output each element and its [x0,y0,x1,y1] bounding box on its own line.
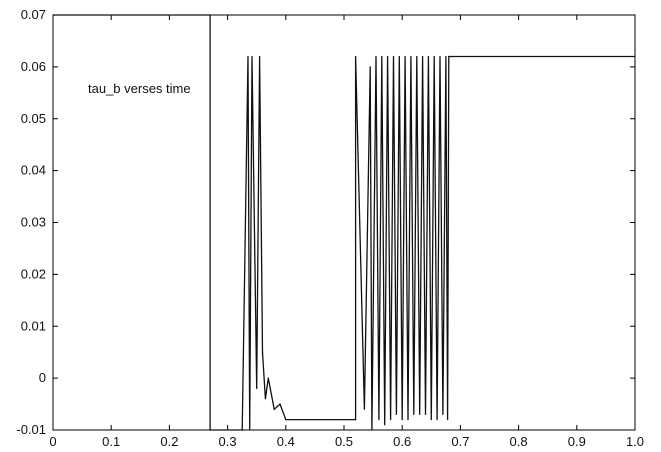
data-point [419,413,421,415]
data-point [256,387,258,390]
data-point [407,419,409,421]
y-tick-label: 0.03 [21,215,46,230]
data-point [427,55,429,58]
y-tick-label: 0.02 [21,266,46,281]
data-point [448,55,450,58]
data-point [251,55,253,58]
data-point [436,419,438,421]
data-point [355,55,357,58]
data-point [424,413,427,415]
data-point [369,66,371,68]
data-point [209,429,211,431]
y-tick-label: -0.01 [16,422,46,437]
data-point [422,55,424,58]
x-tick-label: 0.9 [568,434,586,449]
data-point [447,419,449,421]
x-tick-label: 0.5 [335,434,353,449]
data-point [259,55,261,58]
data-point [261,351,264,353]
data-point [430,419,432,421]
data-point [442,413,444,415]
data-point [296,419,298,421]
data-point [381,55,383,58]
data-point [241,429,243,431]
data-point [384,424,386,426]
data-point [331,419,333,421]
data-point [392,55,395,58]
data-point [634,55,636,58]
data-point [54,14,56,16]
data-point [433,55,435,58]
data-point [401,419,403,421]
data-point [398,55,400,58]
data-layer [52,14,636,431]
data-point [285,419,287,421]
annotation-text: tau_b verses time [88,81,191,96]
data-point [413,413,415,415]
data-point [264,398,266,400]
x-tick-label: 0.2 [160,434,178,449]
x-tick-label: 1.0 [626,434,644,449]
data-point [355,419,357,421]
x-tick-label: 0.3 [219,434,237,449]
y-tick-label: 0 [39,370,46,385]
x-tick-label: 0.1 [102,434,120,449]
data-point [445,55,447,58]
x-tick-label: 0.8 [510,434,528,449]
data-point [52,14,54,16]
y-tick-label: 0.07 [21,7,46,22]
data-point [267,377,269,379]
data-point [410,55,412,58]
data-point [314,419,316,421]
x-axis-ticks: 0 0.1 0.2 0.3 0.4 0.5 0.6 0.7 0.8 0.9 1.0 [49,15,644,449]
data-point [387,55,389,58]
plot-area [52,14,636,431]
y-tick-label: 0.06 [21,59,46,74]
data-point [363,408,365,410]
data-point [378,419,380,421]
data-point [209,14,211,16]
x-tick-label: 0.6 [393,434,411,449]
data-point [439,55,441,58]
data-point [343,419,345,421]
x-tick-label: 0 [49,434,56,449]
data-point [416,55,418,58]
data-point [395,413,397,415]
data-point [247,55,249,58]
x-tick-label: 0.4 [277,434,295,449]
data-point [375,55,377,58]
y-axis-ticks: -0.01 0 0.01 0.02 0.03 0.04 0.05 0.06 0.07 [16,7,635,437]
y-tick-label: 0.01 [21,318,46,333]
data-point [390,419,392,421]
y-tick-label: 0.04 [21,163,46,178]
data-point [371,429,373,431]
x-tick-label: 0.7 [451,434,469,449]
data-point [273,408,275,410]
data-point [404,55,406,58]
data-point [279,403,281,405]
y-tick-label: 0.05 [21,111,46,126]
data-point [249,429,251,431]
